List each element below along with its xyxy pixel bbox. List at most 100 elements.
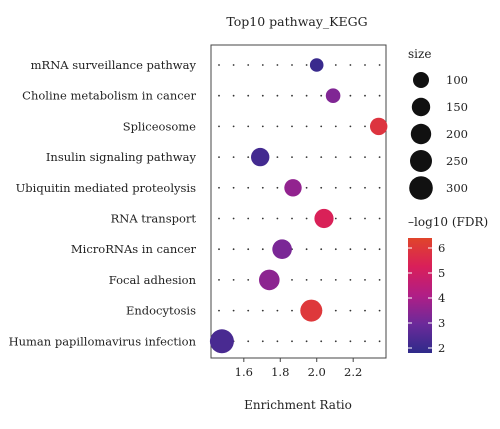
grid-dot xyxy=(320,248,323,251)
data-points xyxy=(209,58,388,354)
grid-dot xyxy=(232,156,235,159)
data-point xyxy=(272,239,292,259)
data-point xyxy=(325,88,341,103)
data-point xyxy=(309,58,324,72)
y-tick-label: MicroRNAs in cancer xyxy=(71,242,197,256)
color-tick-label: 6 xyxy=(438,241,445,255)
grid-dot xyxy=(349,125,352,128)
y-tick-label: Insulin signaling pathway xyxy=(46,150,197,164)
grid-dot xyxy=(334,156,337,159)
grid-dot xyxy=(320,94,323,97)
grid-dot xyxy=(261,125,264,128)
grid-dot xyxy=(247,248,250,251)
grid-dot xyxy=(305,156,308,159)
y-tick-label: RNA transport xyxy=(111,212,197,226)
grid-dot xyxy=(276,94,279,97)
x-tick-label: 1.8 xyxy=(271,365,289,379)
grid-dot xyxy=(291,94,293,97)
size-legend-dot xyxy=(410,123,432,145)
grid-dot xyxy=(276,186,279,189)
grid-dot xyxy=(349,248,352,251)
x-tick-label: 1.6 xyxy=(235,365,253,379)
grid-dot xyxy=(334,279,337,281)
grid-dot xyxy=(364,279,366,281)
grid-dot xyxy=(378,94,381,97)
data-point xyxy=(300,299,323,322)
data-point xyxy=(259,269,280,291)
grid-dot xyxy=(218,186,220,189)
grid-dot xyxy=(291,217,293,220)
grid-dot xyxy=(378,156,381,159)
x-tick-label: 2.2 xyxy=(344,365,362,379)
grid-dot xyxy=(378,217,381,220)
grid-dot xyxy=(378,279,381,281)
color-tick-label: 4 xyxy=(438,291,445,305)
grid-dot xyxy=(276,125,279,128)
grid-dot xyxy=(276,340,279,343)
grid-dot xyxy=(378,340,381,343)
grid-dot xyxy=(305,217,308,220)
grid-dot xyxy=(334,309,337,312)
color-legend-title: –log10 (FDR) xyxy=(408,215,488,229)
grid-dot xyxy=(334,340,337,343)
y-tick-label: Ubiquitin mediated proteolysis xyxy=(16,181,196,195)
x-tick-label: 2.0 xyxy=(308,365,326,379)
grid-dot xyxy=(305,248,308,251)
grid-dot xyxy=(349,94,352,97)
grid-dot xyxy=(364,248,366,251)
y-tick-label: Choline metabolism in cancer xyxy=(22,89,196,103)
color-tick-label: 3 xyxy=(438,316,445,330)
grid-dot xyxy=(305,94,308,97)
grid-dot xyxy=(364,156,366,159)
size-legend-dot xyxy=(413,72,429,88)
grid-dot xyxy=(232,309,235,312)
grid-dot xyxy=(291,340,293,343)
grid-dot xyxy=(291,64,293,66)
size-legend-label: 200 xyxy=(446,127,468,141)
grid-dot xyxy=(378,64,381,66)
color-bar xyxy=(408,238,432,353)
size-legend-items: 100 150 200 250 300 xyxy=(409,72,468,200)
x-axis: 1.6 1.8 2.0 2.2 xyxy=(235,358,362,379)
y-tick-label: Human papillomavirus infection xyxy=(9,334,197,348)
grid-dot xyxy=(291,125,293,128)
grid-dot xyxy=(247,217,250,220)
size-legend-label: 150 xyxy=(446,100,468,114)
grid-dot xyxy=(247,156,250,159)
grid-dot xyxy=(364,217,366,220)
grid-dot xyxy=(261,64,264,66)
grid-dot xyxy=(276,309,279,312)
grid-dot xyxy=(247,94,250,97)
grid-dot xyxy=(247,64,250,66)
grid-dot xyxy=(261,186,264,189)
color-tick-label: 2 xyxy=(438,341,445,355)
size-legend-title: size xyxy=(408,47,431,61)
color-legend: –log10 (FDR) 2 3 4 5 6 xyxy=(408,215,488,355)
grid-dot xyxy=(305,186,308,189)
data-point xyxy=(251,147,270,167)
grid-dot xyxy=(218,217,220,220)
grid-dot xyxy=(232,248,235,251)
grid-dots xyxy=(218,64,381,343)
grid-dot xyxy=(364,94,366,97)
size-legend-dot xyxy=(411,97,431,117)
grid-dot xyxy=(232,125,235,128)
grid-dot xyxy=(334,125,337,128)
grid-dot xyxy=(305,340,308,343)
grid-dot xyxy=(334,217,337,220)
data-point xyxy=(314,208,334,229)
size-legend-dot xyxy=(409,176,433,200)
size-legend-label: 250 xyxy=(446,154,468,168)
data-point xyxy=(284,179,302,197)
grid-dot xyxy=(247,279,250,281)
y-tick-label: Endocytosis xyxy=(126,304,196,318)
grid-dot xyxy=(232,64,235,66)
grid-dot xyxy=(261,340,264,343)
grid-dot xyxy=(261,217,264,220)
grid-dot xyxy=(276,64,279,66)
grid-dot xyxy=(334,248,337,251)
grid-dot xyxy=(247,309,250,312)
grid-dot xyxy=(378,186,381,189)
grid-dot xyxy=(261,309,264,312)
grid-dot xyxy=(261,248,264,251)
